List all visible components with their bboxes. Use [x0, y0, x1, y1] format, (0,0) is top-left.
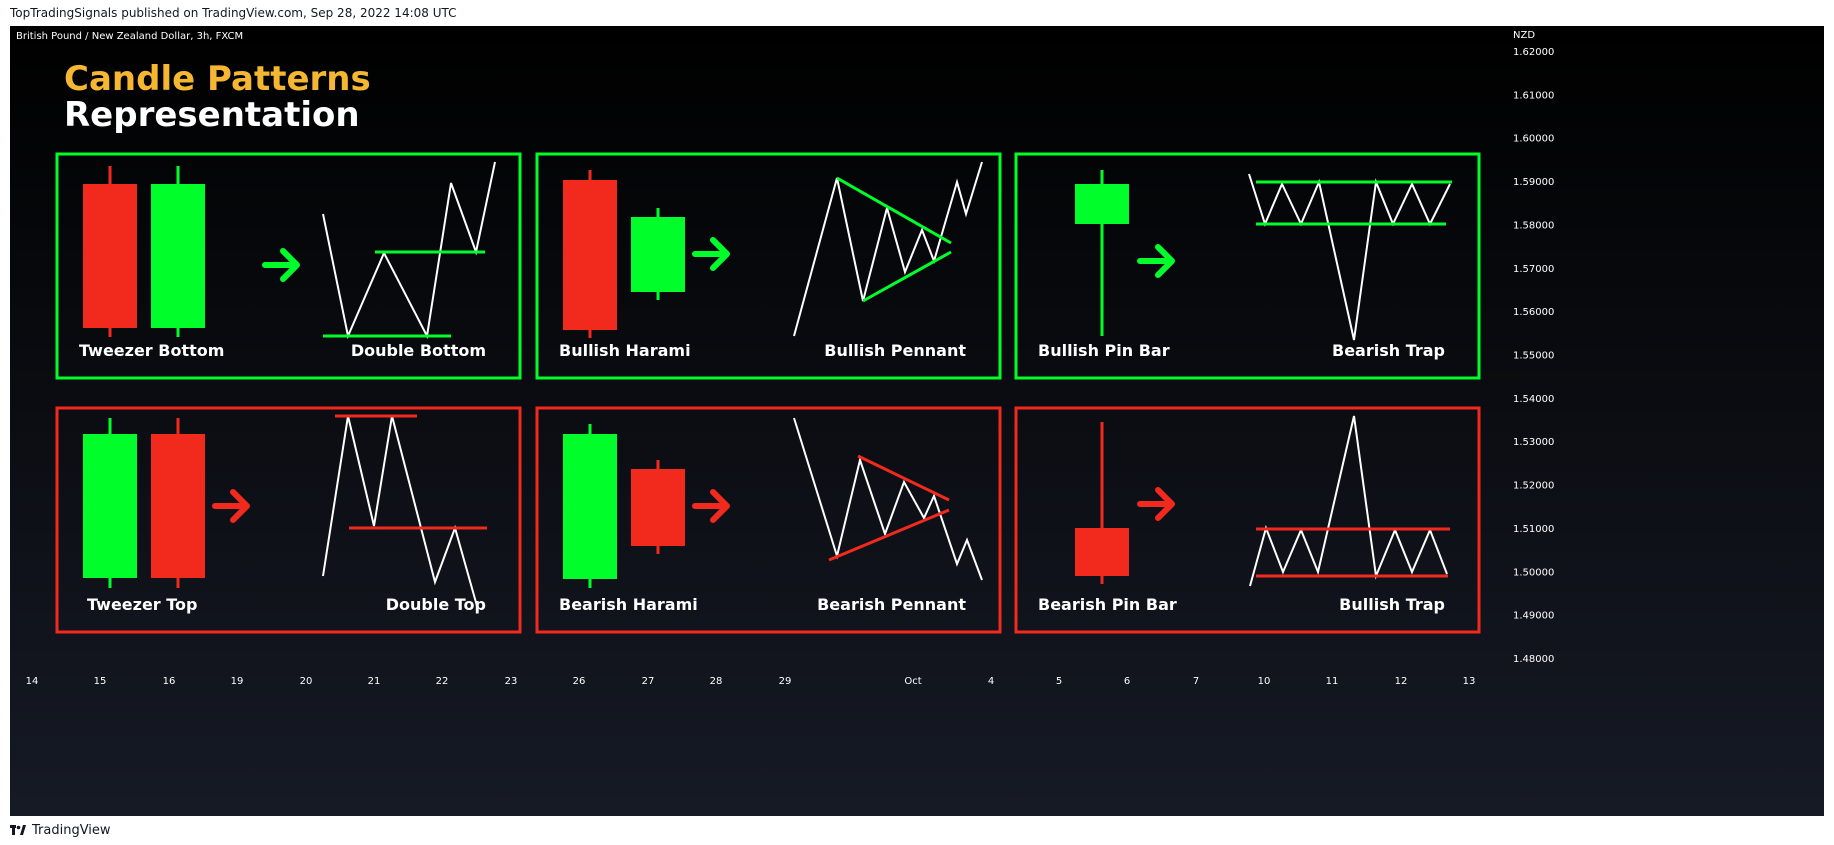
- price-tick-label: 1.60000: [1513, 134, 1554, 145]
- chart-canvas[interactable]: British Pound / New Zealand Dollar, 3h, …: [10, 26, 1824, 816]
- tradingview-logo-icon: [10, 825, 26, 835]
- time-tick-label: 27: [642, 676, 655, 687]
- time-tick-label: 21: [368, 676, 381, 687]
- pattern-panel-tweezer-bottom: Tweezer Bottom Double Bottom: [55, 152, 522, 380]
- price-tick-label: 1.55000: [1513, 351, 1554, 362]
- time-tick-label: 20: [300, 676, 313, 687]
- price-tick-label: 1.56000: [1513, 307, 1554, 318]
- panel-border: [535, 152, 1002, 380]
- price-tick-label: 1.49000: [1513, 611, 1554, 622]
- price-tick-label: 1.50000: [1513, 567, 1554, 578]
- time-tick-label: 11: [1326, 676, 1339, 687]
- candle-body: [1075, 184, 1129, 224]
- time-tick-label: 4: [988, 676, 994, 687]
- time-tick-label: 12: [1395, 676, 1408, 687]
- time-tick-label: 22: [436, 676, 449, 687]
- time-tick-label: 16: [163, 676, 176, 687]
- pattern-label-right: Double Top: [386, 595, 486, 614]
- time-tick-label: 7: [1193, 676, 1199, 687]
- pattern-panel-bearish-harami: Bearish Harami Bearish Pennant: [535, 406, 1002, 634]
- time-tick-label: 19: [231, 676, 244, 687]
- price-tick-label: 1.52000: [1513, 481, 1554, 492]
- price-tick-label: 1.58000: [1513, 220, 1554, 231]
- candle-body: [631, 217, 685, 292]
- pattern-label-right: Double Bottom: [351, 341, 486, 360]
- price-tick-label: 1.62000: [1513, 47, 1554, 58]
- pattern-label-right: Bearish Trap: [1332, 341, 1445, 360]
- pattern-label-right: Bullish Trap: [1339, 595, 1445, 614]
- price-path: [793, 161, 983, 337]
- candle-body: [563, 434, 617, 579]
- level-line: [828, 508, 950, 562]
- price-tick-label: 1.53000: [1513, 437, 1554, 448]
- level-line: [857, 454, 950, 502]
- price-axis: 1.62000 1.61000 1.60000 1.59000 1.58000 1.570…: [1513, 47, 1554, 665]
- footer: TradingView: [10, 820, 111, 840]
- price-tick-label: 1.54000: [1513, 394, 1554, 405]
- candle-body: [83, 184, 137, 328]
- time-tick-label: 14: [26, 676, 39, 687]
- candle-body: [151, 184, 205, 328]
- pattern-label-left: Bearish Harami: [559, 595, 698, 614]
- title-line1: Candle Patterns: [64, 59, 371, 99]
- direction-arrow-icon: [1137, 244, 1175, 278]
- price-tick-label: 1.61000: [1513, 90, 1554, 101]
- pattern-panel-bullish-pin-bar: Bullish Pin Bar Bearish Trap: [1014, 152, 1481, 380]
- pattern-label-left: Bullish Pin Bar: [1038, 341, 1170, 360]
- currency-label: NZD: [1513, 30, 1535, 41]
- candle-body: [151, 434, 205, 578]
- pattern-panel-bullish-harami: Bullish Harami Bullish Pennant: [535, 152, 1002, 380]
- panel-border: [1014, 406, 1481, 634]
- time-tick-label: Oct: [904, 676, 921, 687]
- time-tick-label: 29: [779, 676, 792, 687]
- panel-border: [55, 406, 522, 634]
- panel-border: [55, 152, 522, 380]
- price-tick-label: 1.59000: [1513, 177, 1554, 188]
- pattern-panel-tweezer-top: Tweezer Top Double Top: [55, 406, 522, 634]
- time-tick-label: 13: [1463, 676, 1476, 687]
- direction-arrow-icon: [262, 248, 300, 282]
- time-tick-label: 28: [710, 676, 723, 687]
- price-path: [1248, 173, 1451, 341]
- title-line2: Representation: [64, 95, 360, 135]
- pattern-label-left: Bullish Harami: [559, 341, 691, 360]
- panel-border: [1014, 152, 1481, 380]
- level-line: [836, 176, 952, 245]
- time-axis: 14 15 16 19 20 21 22 23 26 27 28 29 Oct 4 5 6 7 10 11 12 13: [26, 676, 1476, 687]
- price-path: [1249, 415, 1448, 587]
- price-path: [793, 417, 983, 581]
- brand-name: TradingView: [32, 822, 111, 838]
- symbol-line: British Pound / New Zealand Dollar, 3h, …: [16, 31, 243, 42]
- time-tick-label: 26: [573, 676, 586, 687]
- price-tick-label: 1.57000: [1513, 264, 1554, 275]
- chart-background: [10, 26, 1824, 816]
- pattern-label-right: Bullish Pennant: [824, 341, 966, 360]
- time-tick-label: 15: [94, 676, 107, 687]
- direction-arrow-icon: [1137, 487, 1175, 521]
- candle-body: [631, 469, 685, 546]
- candle-body: [563, 180, 617, 330]
- panel-border: [535, 406, 1002, 634]
- time-tick-label: 10: [1258, 676, 1271, 687]
- candle-body: [83, 434, 137, 578]
- time-tick-label: 23: [505, 676, 518, 687]
- pattern-label-left: Tweezer Bottom: [79, 341, 224, 360]
- direction-arrow-icon: [212, 489, 250, 523]
- chart-area[interactable]: British Pound / New Zealand Dollar, 3h, …: [10, 26, 1824, 816]
- published-line: TopTradingSignals published on TradingVi…: [10, 6, 457, 20]
- price-tick-label: 1.51000: [1513, 524, 1554, 535]
- direction-arrow-icon: [692, 237, 730, 271]
- pattern-label-left: Tweezer Top: [87, 595, 198, 614]
- pattern-label-left: Bearish Pin Bar: [1038, 595, 1177, 614]
- pattern-label-right: Bearish Pennant: [817, 595, 966, 614]
- level-line: [862, 250, 952, 303]
- pattern-panels: Tweezer Bottom Double Bottom Bullish Haram…: [55, 152, 1481, 634]
- time-tick-label: 5: [1056, 676, 1062, 687]
- direction-arrow-icon: [692, 489, 730, 523]
- candle-body: [1075, 528, 1129, 576]
- price-tick-label: 1.48000: [1513, 654, 1554, 665]
- pattern-panel-bearish-pin-bar: Bearish Pin Bar Bullish Trap: [1014, 406, 1481, 634]
- time-tick-label: 6: [1124, 676, 1130, 687]
